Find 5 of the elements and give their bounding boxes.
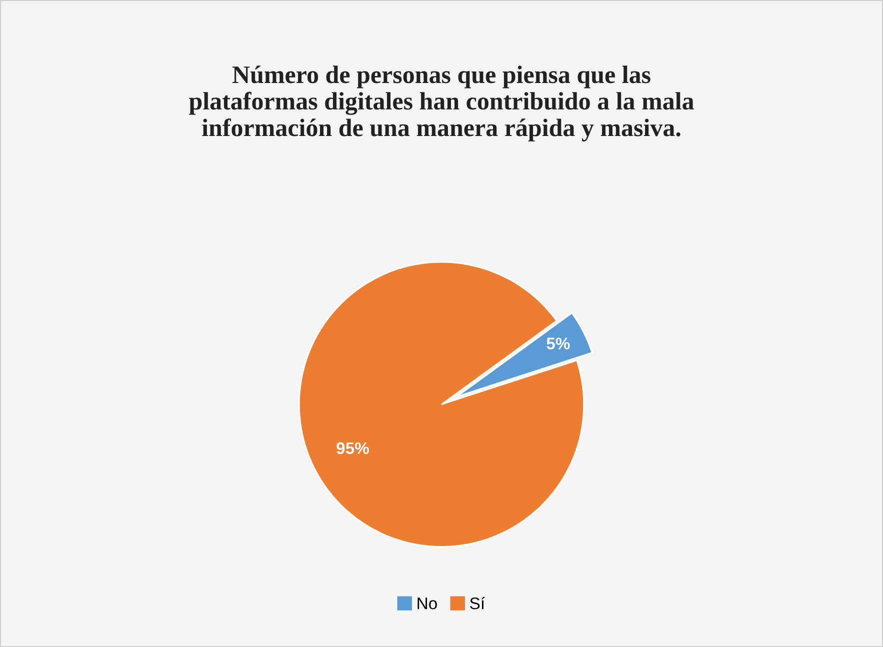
legend-label: No xyxy=(418,598,437,610)
legend-label: Sí xyxy=(470,596,485,610)
data-label: 5% xyxy=(546,338,570,350)
chart-title: Número de personas que piensa que las plataformas digitales han contribuido a la mala información de una manera rápida y masiva. xyxy=(189,66,694,142)
data-label: 95% xyxy=(336,442,369,454)
